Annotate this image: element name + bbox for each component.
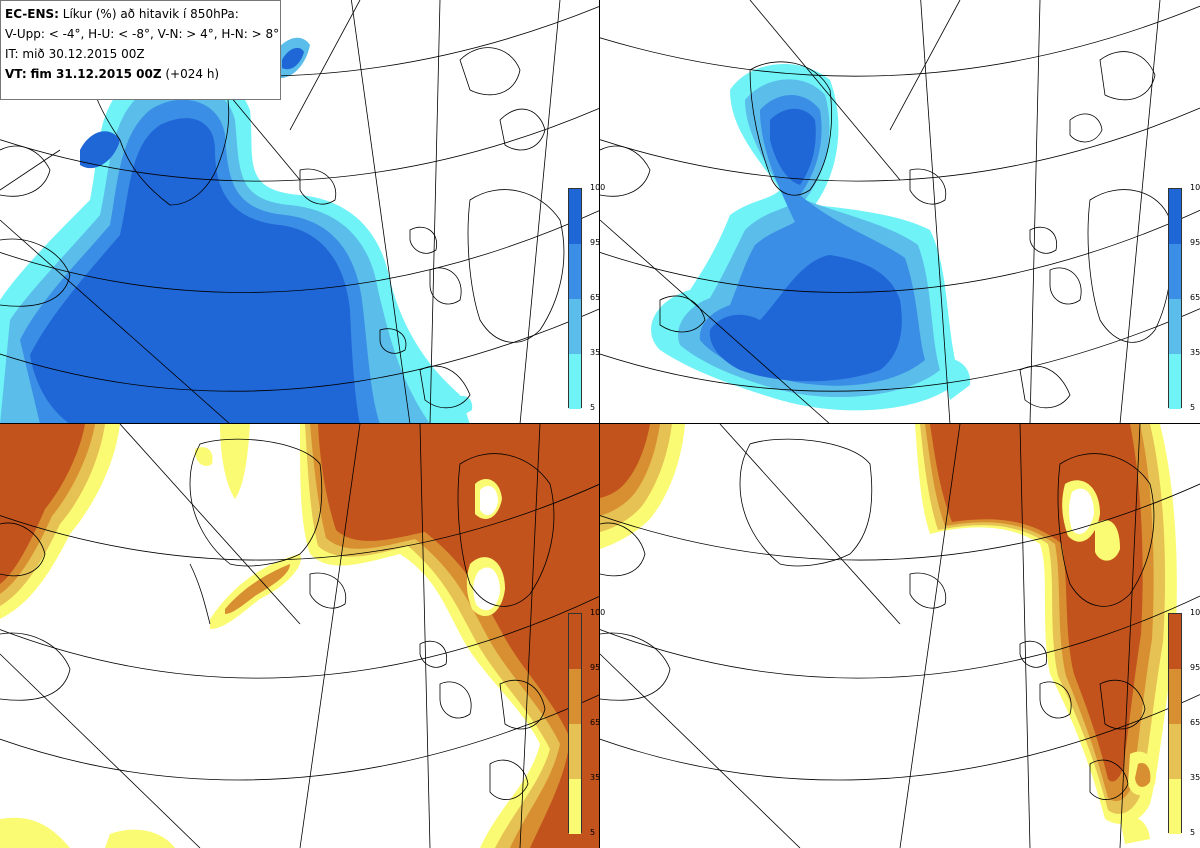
colorbar-segment-5-35 [1169,779,1181,834]
colorbar-bottom-right: 100 95 65 35 5 [1168,609,1200,837]
info-title-line: EC-ENS: Líkur (%) að hitavik í 850hPa: [5,4,276,24]
coastlines [0,38,565,409]
colorbar-tick-label: 65 [590,293,601,302]
panel-divider-vertical [599,0,600,848]
map-panel-top-right [600,0,1200,424]
init-time: IT: mið 30.12.2015 00Z [5,47,145,61]
map-panel-bottom-left [0,424,600,848]
category-definitions: V-Upp: < -4°, H-U: < -8°, V-N: > 4°, H-N… [5,27,280,41]
colorbar-bar [568,613,582,834]
probability-map-cold-4 [0,0,600,424]
colorbar-tick-label: 95 [590,238,601,247]
colorbar-tick-label: 5 [590,403,596,412]
colorbar-segment-35-65 [1169,724,1181,779]
colorbar-tick-label: 100 [1190,608,1200,617]
colorbar-tick-label: 65 [1190,293,1200,302]
map-panel-bottom-right [600,424,1200,848]
colorbar-tick-label: 100 [590,183,606,192]
valid-time-line: VT: fim 31.12.2015 00Z (+024 h) [5,64,276,84]
graticule [0,0,600,424]
colorbar-tick-label: 100 [1190,183,1200,192]
panel-divider-horizontal [0,423,1200,424]
probability-shading [600,424,1177,844]
colorbar-segment-65-95 [1169,244,1181,299]
colorbar-tick-label: 65 [1190,718,1200,727]
probability-map-warm-4 [0,424,600,848]
valid-time-label: VT: [5,67,27,81]
probability-shading [0,424,600,848]
probability-shading [651,63,971,411]
valid-time: fim 31.12.2015 00Z [30,67,162,81]
colorbar-segment-95-100 [569,614,581,669]
colorbar-segment-95-100 [1169,614,1181,669]
colorbar-bar [1168,188,1182,409]
colorbar-top-right: 100 95 65 35 5 [1168,184,1200,412]
colorbar-tick-label: 95 [1190,238,1200,247]
colorbar-tick-label: 95 [590,663,601,672]
colorbar-tick-label: 35 [590,773,601,782]
colorbar-tick-label: 35 [1190,773,1200,782]
forecast-info-box: EC-ENS: Líkur (%) að hitavik í 850hPa: V… [0,0,281,100]
colorbar-tick-label: 35 [1190,348,1200,357]
probability-map-cold-8 [600,0,1200,424]
colorbar-segment-5-35 [569,354,581,409]
colorbar-segment-65-95 [569,244,581,299]
colorbar-segment-35-65 [1169,299,1181,354]
colorbar-segment-95-100 [569,189,581,244]
colorbar-top-left: 100 95 65 35 5 [568,184,605,412]
colorbar-segment-65-95 [1169,669,1181,724]
colorbar-segment-35-65 [569,724,581,779]
coastlines [0,438,555,800]
colorbar-segment-5-35 [1169,354,1181,409]
map-panel-top-left [0,0,600,424]
product-title: Líkur (%) að hitavik í 850hPa: [62,7,239,21]
colorbar-tick-label: 35 [590,348,601,357]
model-name: EC-ENS: [5,7,59,21]
colorbar-tick-label: 5 [1190,828,1196,837]
colorbar-segment-95-100 [1169,189,1181,244]
colorbar-tick-label: 5 [590,828,596,837]
colorbar-tick-label: 65 [590,718,601,727]
colorbar-segment-35-65 [569,299,581,354]
probability-shading [0,37,473,424]
colorbar-segment-5-35 [569,779,581,834]
coastlines [600,438,1155,800]
coastlines [600,51,1173,409]
colorbar-tick-label: 5 [1190,403,1196,412]
colorbar-tick-label: 95 [1190,663,1200,672]
colorbar-bar [1168,613,1182,834]
lead-time: (+024 h) [165,67,220,81]
colorbar-segment-65-95 [569,669,581,724]
probability-map-warm-8 [600,424,1200,848]
colorbar-bottom-left: 100 95 65 35 5 [568,609,605,837]
colorbar-tick-label: 100 [590,608,606,617]
colorbar-bar [568,188,582,409]
